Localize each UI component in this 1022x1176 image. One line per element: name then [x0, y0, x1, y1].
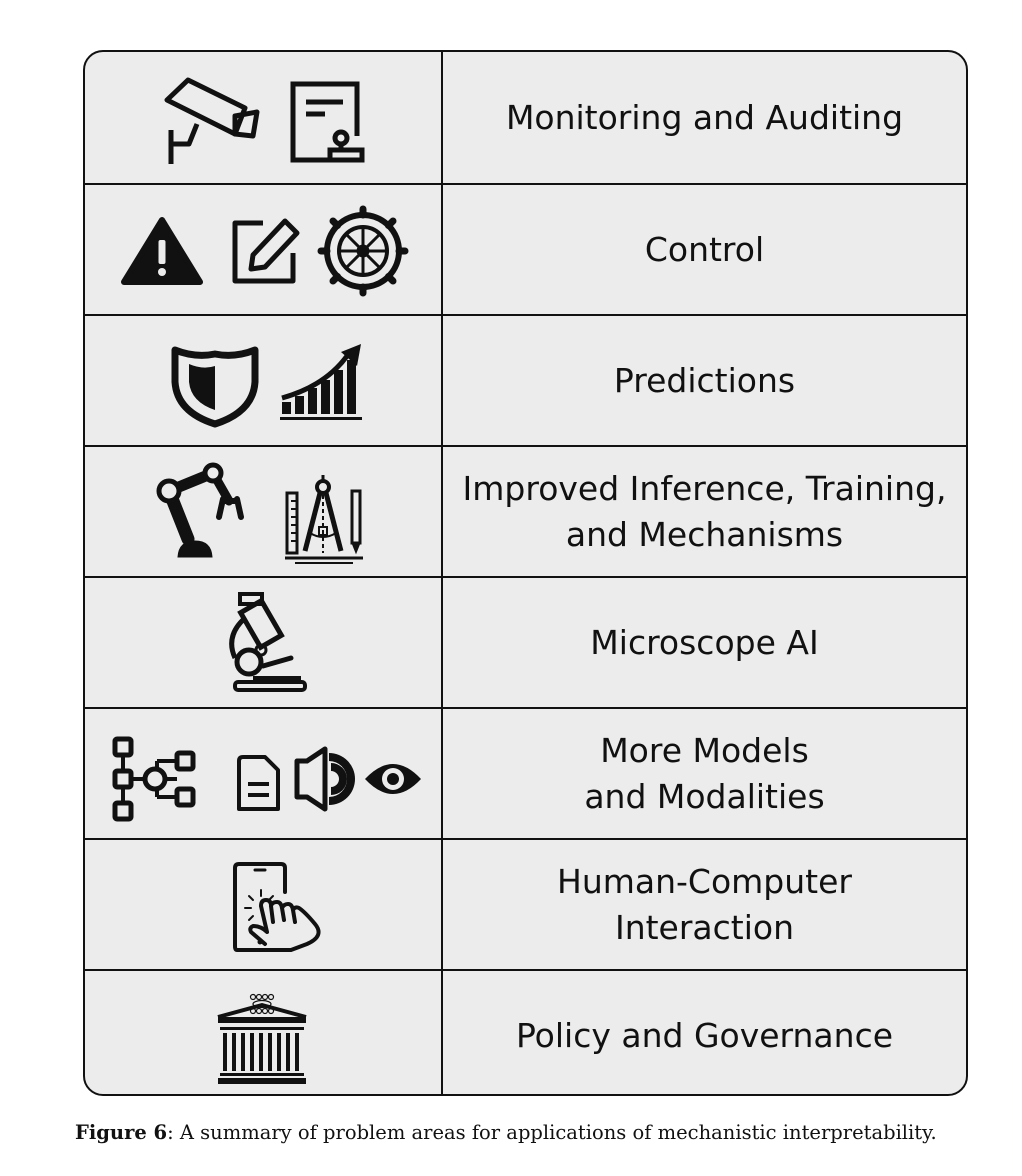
- row-models-modalities: More Models and Modalities: [85, 707, 966, 838]
- row-inference-training: Improved Inference, Training, and Mechan…: [85, 445, 966, 576]
- row-label: Monitoring and Auditing: [505, 97, 904, 137]
- row-label: Microscope AI: [590, 622, 819, 662]
- row-label: Human-Computer Interaction: [557, 861, 852, 947]
- network-nodes-icon: [112, 736, 196, 822]
- row-monitoring: Monitoring and Auditing: [85, 52, 966, 183]
- row-icons: [85, 316, 443, 445]
- row-icons: [85, 185, 443, 314]
- row-microscope-ai: Microscope AI: [85, 576, 966, 707]
- row-icons: [85, 971, 443, 1094]
- row-policy-governance: Policy and Governance: [85, 969, 966, 1094]
- caption-text: : A summary of problem areas for applica…: [167, 1121, 937, 1144]
- row-icons: [85, 447, 443, 576]
- document-icon: [237, 755, 280, 811]
- figure-caption: Figure 6: A summary of problem areas for…: [75, 1121, 995, 1144]
- row-label: Predictions: [613, 360, 796, 400]
- growth-chart-icon: [280, 344, 362, 420]
- edit-pencil-icon: [232, 218, 300, 284]
- row-label: Improved Inference, Training, and Mechan…: [462, 468, 947, 554]
- robot-arm-icon: [156, 462, 244, 558]
- row-predictions: Predictions: [85, 314, 966, 445]
- warning-triangle-icon: [121, 217, 203, 285]
- microscope-icon: [229, 592, 307, 692]
- row-control: Control: [85, 183, 966, 314]
- eye-icon: [365, 764, 421, 794]
- ship-wheel-icon: [317, 205, 409, 297]
- row-label: Policy and Governance: [515, 1015, 894, 1055]
- security-camera-icon: [164, 77, 260, 164]
- row-label: Control: [644, 229, 765, 269]
- row-icons: [85, 578, 443, 707]
- certificate-document-icon: [290, 81, 365, 163]
- row-label: More Models and Modalities: [584, 730, 825, 816]
- row-icons: [85, 840, 443, 969]
- shield-icon: [171, 346, 259, 428]
- speaker-icon: [294, 746, 355, 812]
- touch-phone-icon: [233, 862, 321, 952]
- caption-label: Figure 6: [75, 1121, 168, 1144]
- row-icons: [85, 52, 443, 183]
- row-human-computer: Human-Computer Interaction: [85, 838, 966, 969]
- row-icons: [85, 709, 443, 838]
- drafting-tools-icon: [285, 475, 363, 564]
- government-building-icon: [217, 993, 307, 1084]
- problem-areas-table: Monitoring and Auditing: [83, 50, 968, 1096]
